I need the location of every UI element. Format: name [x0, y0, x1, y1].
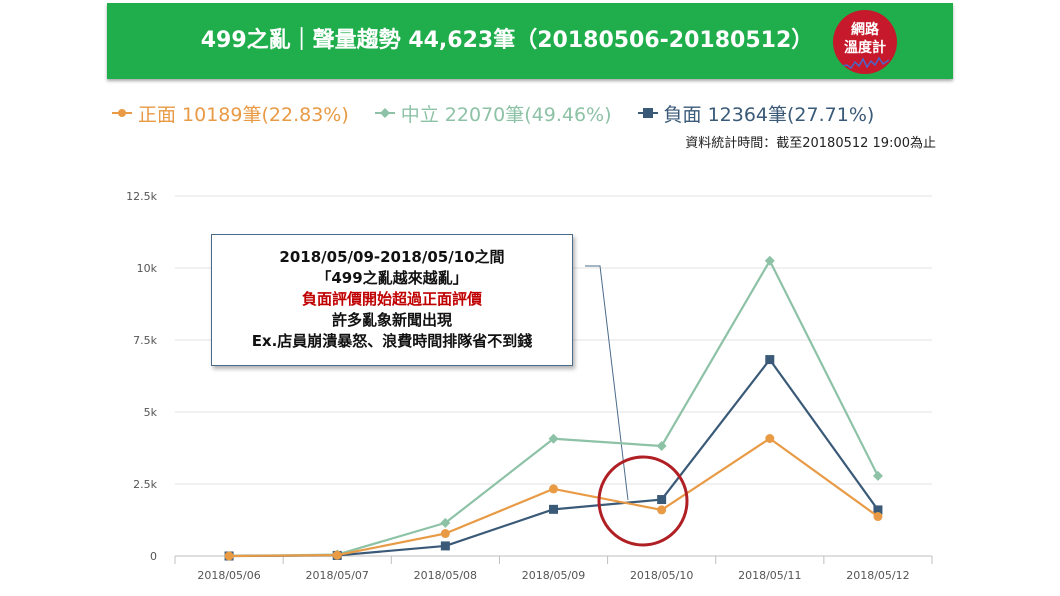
- data-point: [765, 355, 775, 365]
- data-point: [764, 255, 775, 266]
- square-marker-icon: [637, 108, 658, 118]
- callout-line-2: 「499之亂越來越亂」: [316, 269, 468, 287]
- y-tick-label: 0: [150, 550, 157, 563]
- data-point: [549, 504, 558, 514]
- legend-label-neutral: 中立 22070筆(49.46%): [400, 103, 612, 126]
- y-tick-label: 10k: [137, 262, 158, 275]
- page-title: 499之亂｜聲量趨勢 44,623筆（20180506-20180512）: [200, 28, 814, 53]
- legend-label-negative: 負面 12364筆(27.71%): [663, 103, 875, 126]
- logo-line-1: 網路: [851, 22, 879, 38]
- data-point: [873, 512, 883, 522]
- chart-legend: 正面 10189筆(22.83%) 中立 22070筆(49.46%) 負面 1…: [112, 98, 900, 128]
- x-tick-label: 2018/05/10: [630, 569, 693, 582]
- data-point: [224, 551, 234, 561]
- data-point: [332, 550, 342, 560]
- y-tick-label: 12.5k: [126, 190, 157, 203]
- thermometer-logo: 網路 溫度計: [833, 10, 897, 74]
- callout-line-5: Ex.店員崩潰暴怒、浪費時間排隊省不到錢: [251, 332, 533, 350]
- x-tick-label: 2018/05/08: [414, 569, 477, 582]
- legend-item-neutral: 中立 22070筆(49.46%): [374, 100, 612, 127]
- y-tick-label: 7.5k: [133, 334, 157, 347]
- data-point: [657, 495, 667, 505]
- title-banner: 499之亂｜聲量趨勢 44,623筆（20180506-20180512）: [107, 3, 953, 79]
- pulse-wave-icon: [841, 56, 889, 70]
- x-tick-label: 2018/05/06: [197, 569, 260, 582]
- series-line: [229, 358, 879, 558]
- callout-connector: [585, 265, 629, 501]
- legend-label-positive: 正面 10189筆(22.83%): [138, 103, 349, 126]
- x-tick-label: 2018/05/11: [738, 569, 801, 582]
- callout-line-1: 2018/05/09-2018/05/10之間: [279, 248, 505, 266]
- data-point: [548, 433, 559, 444]
- legend-item-negative: 負面 12364筆(27.71%): [637, 100, 875, 127]
- x-tick-label: 2018/05/07: [306, 569, 369, 582]
- data-timestamp-note: 資料統計時間：截至20180512 19:00為止: [685, 136, 936, 151]
- annotation-callout: 2018/05/09-2018/05/10之間 「499之亂越來越亂」 負面評價…: [211, 234, 573, 366]
- data-point: [765, 433, 775, 443]
- x-tick-label: 2018/05/09: [522, 569, 585, 582]
- circle-marker-icon: [112, 109, 132, 117]
- data-point: [656, 440, 667, 451]
- data-point: [440, 529, 450, 539]
- data-point: [549, 484, 558, 494]
- logo-line-2: 溫度計: [844, 40, 886, 56]
- highlight-circle: [597, 455, 689, 547]
- data-point: [872, 470, 883, 481]
- legend-item-positive: 正面 10189筆(22.83%): [112, 100, 349, 127]
- series-line: [229, 437, 879, 558]
- data-point: [873, 505, 883, 515]
- data-point: [440, 517, 451, 528]
- data-point: [440, 541, 450, 551]
- x-tick-label: 2018/05/12: [846, 569, 909, 582]
- diamond-marker-icon: [374, 108, 395, 118]
- data-point: [657, 505, 667, 515]
- callout-line-4: 許多亂象新聞出現: [331, 311, 452, 329]
- callout-line-3: 負面評價開始超過正面評價: [301, 290, 482, 308]
- y-tick-label: 5k: [144, 406, 158, 419]
- y-tick-label: 2.5k: [133, 478, 157, 491]
